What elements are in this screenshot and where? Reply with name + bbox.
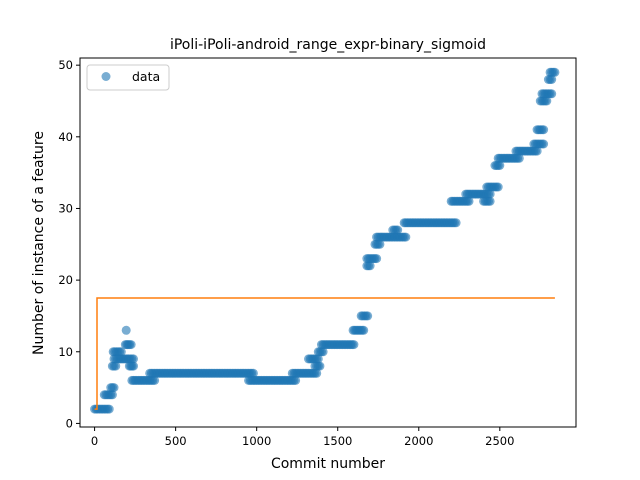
data-point	[127, 340, 136, 349]
chart-title: iPoli-iPoli-android_range_expr-binary_si…	[170, 37, 486, 53]
data-point	[129, 362, 138, 371]
y-tick-label: 0	[66, 416, 73, 430]
data-point	[105, 405, 114, 414]
data-point	[393, 226, 402, 235]
data-point	[401, 233, 410, 242]
data-point	[359, 326, 368, 335]
x-tick-label: 500	[165, 434, 187, 448]
x-axis-label: Commit number	[271, 456, 385, 472]
x-tick-label: 2000	[404, 434, 433, 448]
y-tick-label: 40	[58, 130, 73, 144]
data-point	[452, 218, 461, 227]
data-point	[539, 140, 548, 149]
y-tick-label: 50	[58, 58, 73, 72]
data-point	[372, 254, 381, 263]
legend-marker	[102, 72, 111, 81]
data-point	[486, 197, 495, 206]
legend: data	[87, 65, 169, 90]
data-point	[547, 89, 556, 98]
x-tick-label: 0	[91, 434, 98, 448]
data-point	[362, 254, 371, 263]
data-point	[539, 125, 548, 134]
data-point	[363, 311, 372, 320]
legend-entry-data: data	[132, 69, 160, 84]
y-tick-label: 20	[58, 273, 73, 287]
y-tick-label: 10	[58, 345, 73, 359]
x-tick-label: 1000	[242, 434, 271, 448]
y-tick-label: 30	[58, 201, 73, 215]
y-axis-label: Number of instance of a feature	[31, 131, 47, 355]
data-point	[110, 383, 119, 392]
data-point	[122, 326, 131, 335]
data-point	[494, 183, 503, 192]
x-tick-label: 2500	[485, 434, 514, 448]
data-point	[550, 68, 559, 77]
data-point	[315, 362, 324, 371]
x-tick-label: 1500	[323, 434, 352, 448]
data-point	[349, 340, 358, 349]
